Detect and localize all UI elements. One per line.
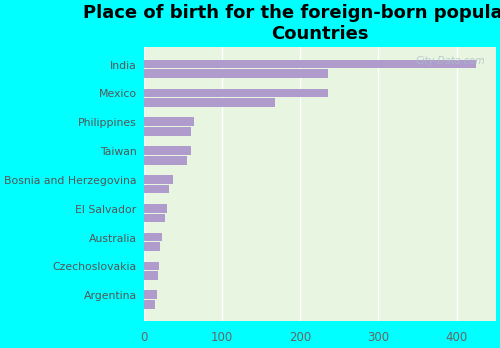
Bar <box>144 214 165 222</box>
Bar <box>144 204 167 213</box>
Bar <box>144 271 158 280</box>
Bar <box>144 300 156 309</box>
Text: City-Data.com: City-Data.com <box>416 56 486 65</box>
Bar <box>144 117 194 126</box>
Title: Place of birth for the foreign-born population -
Countries: Place of birth for the foreign-born popu… <box>83 4 500 43</box>
Bar <box>144 89 328 97</box>
Bar <box>144 146 190 155</box>
Bar <box>144 127 190 136</box>
Bar <box>144 290 157 299</box>
Bar <box>144 175 174 184</box>
Bar <box>144 156 186 165</box>
Bar <box>144 69 328 78</box>
Bar <box>144 262 160 270</box>
Bar <box>144 60 476 69</box>
Bar <box>144 98 275 107</box>
Bar <box>144 242 160 251</box>
Bar <box>144 185 170 193</box>
Bar <box>144 233 163 242</box>
